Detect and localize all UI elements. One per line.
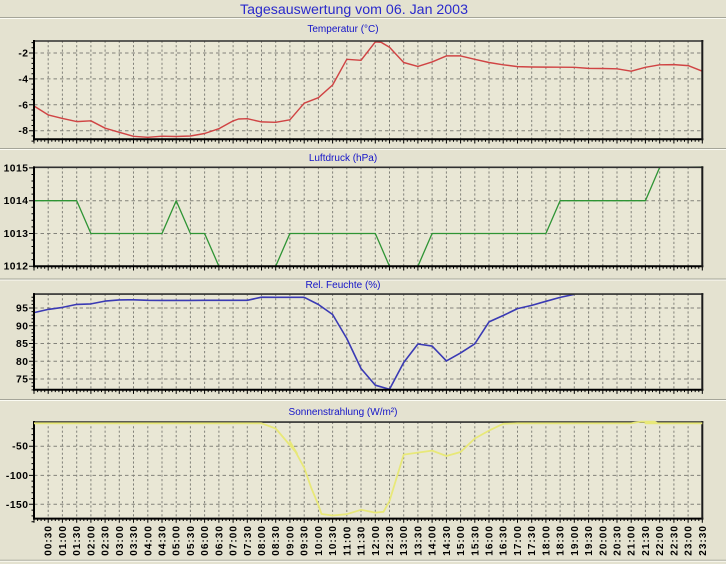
svg-text:06:30: 06:30 xyxy=(214,525,225,556)
svg-text:08:00: 08:00 xyxy=(257,525,268,556)
svg-text:01:00: 01:00 xyxy=(58,525,69,556)
svg-text:-4: -4 xyxy=(18,74,28,85)
svg-text:02:00: 02:00 xyxy=(86,525,97,556)
svg-text:05:30: 05:30 xyxy=(186,525,197,556)
svg-text:18:00: 18:00 xyxy=(541,525,552,556)
svg-text:Luftdruck (hPa): Luftdruck (hPa) xyxy=(309,153,377,164)
svg-text:19:30: 19:30 xyxy=(584,525,595,556)
svg-text:95: 95 xyxy=(16,304,28,315)
svg-text:-100: -100 xyxy=(6,471,29,482)
svg-text:17:30: 17:30 xyxy=(527,525,538,556)
svg-text:11:00: 11:00 xyxy=(342,526,353,556)
svg-text:07:30: 07:30 xyxy=(243,525,254,556)
svg-text:03:00: 03:00 xyxy=(115,525,126,556)
svg-text:Sonnenstrahlung (W/m²): Sonnenstrahlung (W/m²) xyxy=(289,407,398,418)
svg-text:04:00: 04:00 xyxy=(143,525,154,556)
svg-text:16:00: 16:00 xyxy=(485,525,496,556)
svg-text:-8: -8 xyxy=(18,126,28,137)
svg-text:1015: 1015 xyxy=(4,163,29,174)
svg-text:85: 85 xyxy=(16,339,28,350)
svg-text:80: 80 xyxy=(16,357,28,368)
svg-text:-50: -50 xyxy=(12,442,28,453)
svg-text:21:30: 21:30 xyxy=(641,525,652,556)
svg-text:Tagesauswertung vom 06. Jan 20: Tagesauswertung vom 06. Jan 2003 xyxy=(240,2,468,18)
svg-text:18:30: 18:30 xyxy=(556,525,567,556)
svg-text:1012: 1012 xyxy=(4,262,29,273)
svg-text:21:00: 21:00 xyxy=(627,525,638,556)
svg-text:10:30: 10:30 xyxy=(328,525,339,556)
svg-text:03:30: 03:30 xyxy=(129,525,140,556)
svg-text:08:30: 08:30 xyxy=(271,525,282,556)
svg-text:14:00: 14:00 xyxy=(428,525,439,556)
svg-text:15:00: 15:00 xyxy=(456,525,467,556)
svg-text:14:30: 14:30 xyxy=(442,525,453,556)
svg-text:1013: 1013 xyxy=(4,229,29,240)
svg-text:09:00: 09:00 xyxy=(285,525,296,556)
svg-text:13:00: 13:00 xyxy=(399,525,410,556)
svg-text:17:00: 17:00 xyxy=(513,525,524,556)
svg-text:-6: -6 xyxy=(18,100,28,111)
svg-text:15:30: 15:30 xyxy=(470,525,481,556)
svg-text:05:00: 05:00 xyxy=(172,525,183,556)
svg-text:09:30: 09:30 xyxy=(300,525,311,556)
svg-text:-2: -2 xyxy=(18,49,28,60)
svg-text:Temperatur (°C): Temperatur (°C) xyxy=(307,24,378,35)
svg-text:16:30: 16:30 xyxy=(499,525,510,556)
svg-text:-150: -150 xyxy=(6,500,29,511)
svg-text:22:00: 22:00 xyxy=(655,525,666,556)
svg-text:04:30: 04:30 xyxy=(158,525,169,556)
svg-text:07:00: 07:00 xyxy=(229,525,240,556)
svg-text:90: 90 xyxy=(16,321,28,332)
svg-text:22:30: 22:30 xyxy=(669,525,680,556)
svg-text:10:00: 10:00 xyxy=(314,525,325,556)
svg-text:02:30: 02:30 xyxy=(101,525,112,556)
svg-text:11:30: 11:30 xyxy=(357,526,368,556)
svg-text:00:30: 00:30 xyxy=(44,525,55,556)
svg-text:Rel. Feuchte (%): Rel. Feuchte (%) xyxy=(305,280,380,291)
svg-text:19:00: 19:00 xyxy=(570,525,581,556)
svg-text:20:00: 20:00 xyxy=(598,525,609,556)
svg-text:1014: 1014 xyxy=(4,196,29,207)
svg-text:20:30: 20:30 xyxy=(613,525,624,556)
svg-text:12:00: 12:00 xyxy=(371,525,382,556)
svg-text:01:30: 01:30 xyxy=(72,525,83,556)
svg-text:06:00: 06:00 xyxy=(200,525,211,556)
svg-text:23:30: 23:30 xyxy=(698,525,709,556)
svg-text:13:30: 13:30 xyxy=(413,525,424,556)
svg-text:23:00: 23:00 xyxy=(684,525,695,556)
svg-text:75: 75 xyxy=(16,375,28,386)
svg-text:12:30: 12:30 xyxy=(385,525,396,556)
